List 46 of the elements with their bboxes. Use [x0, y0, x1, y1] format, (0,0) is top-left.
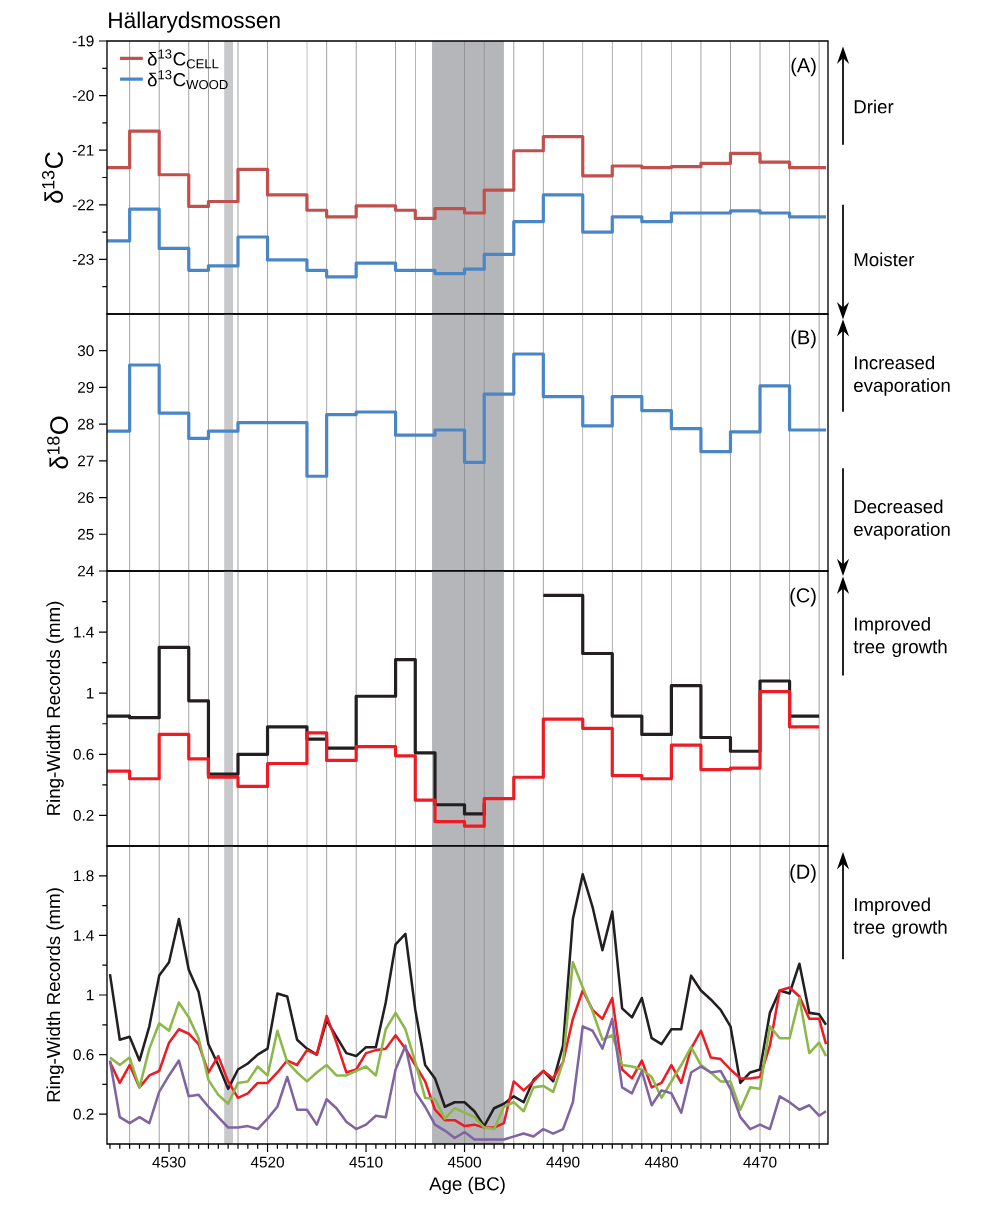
y-axis-title: δ$^{13}$C — [41, 152, 63, 203]
x-tick-label: 4500 — [447, 1156, 481, 1168]
legend-label: δ$^{13}$C$_{CELL}$ — [147, 49, 219, 69]
text: Decreased evaporation — [854, 499, 950, 540]
y-tick-label: 0.2 — [73, 1108, 94, 1120]
y-tick-label: 1 — [86, 687, 94, 699]
x-tick-label: 4520 — [250, 1156, 284, 1168]
chart-title: Hällarydsmossen — [109, 11, 280, 33]
y-tick-label: 24 — [78, 565, 94, 577]
y-tick-label: 0.6 — [73, 748, 94, 760]
legend-label: δ$^{13}$C$_{WOOD}$ — [147, 70, 228, 90]
y-tick-label: 29 — [78, 381, 94, 393]
y-tick-label: -20 — [72, 90, 94, 102]
y-tick-label: -19 — [72, 35, 94, 47]
x-tick-label: 4470 — [743, 1156, 777, 1168]
y-tick-label: 30 — [77, 345, 94, 357]
annotation: (B) — [791, 329, 816, 349]
y-tick-label: 0.6 — [73, 1049, 94, 1061]
annotation: (C) — [790, 587, 816, 607]
y-tick-label: -22 — [72, 199, 94, 211]
text: Drier — [854, 99, 894, 114]
y-tick-label: 25 — [78, 528, 94, 540]
y-tick-label: 28 — [78, 418, 94, 430]
x-tick-label: 4530 — [152, 1156, 186, 1168]
y-tick-label: 0.2 — [73, 810, 94, 821]
y-tick-label: -21 — [72, 144, 94, 156]
text: Moister — [854, 252, 915, 267]
text: Improved tree growth — [853, 897, 947, 938]
annotation: (D) — [790, 864, 816, 883]
y-tick-label: -23 — [72, 253, 94, 265]
x-tick-label: 4490 — [546, 1156, 580, 1168]
x-axis-title: Age (BC) — [429, 1176, 505, 1195]
y-tick-label: 27 — [78, 455, 94, 467]
annotation: (A) — [791, 57, 816, 77]
y-tick-label: 1.4 — [74, 626, 94, 638]
text: Improved tree growth — [853, 616, 947, 658]
y-tick-label: 1 — [86, 989, 94, 1001]
text: Increased evaporation — [854, 355, 950, 396]
y-axis-title: Ring-Width Records (mm) — [46, 601, 64, 815]
y-axis-title: Ring-Width Records (mm) — [46, 888, 64, 1102]
x-tick-label: 4480 — [644, 1156, 678, 1168]
y-tick-label: 1.8 — [74, 870, 94, 882]
x-tick-label: 4510 — [349, 1156, 383, 1168]
y-tick-label: 26 — [78, 492, 94, 503]
y-tick-label: 1.4 — [74, 930, 94, 941]
y-axis-title: δ$^{18}$O — [47, 416, 69, 469]
